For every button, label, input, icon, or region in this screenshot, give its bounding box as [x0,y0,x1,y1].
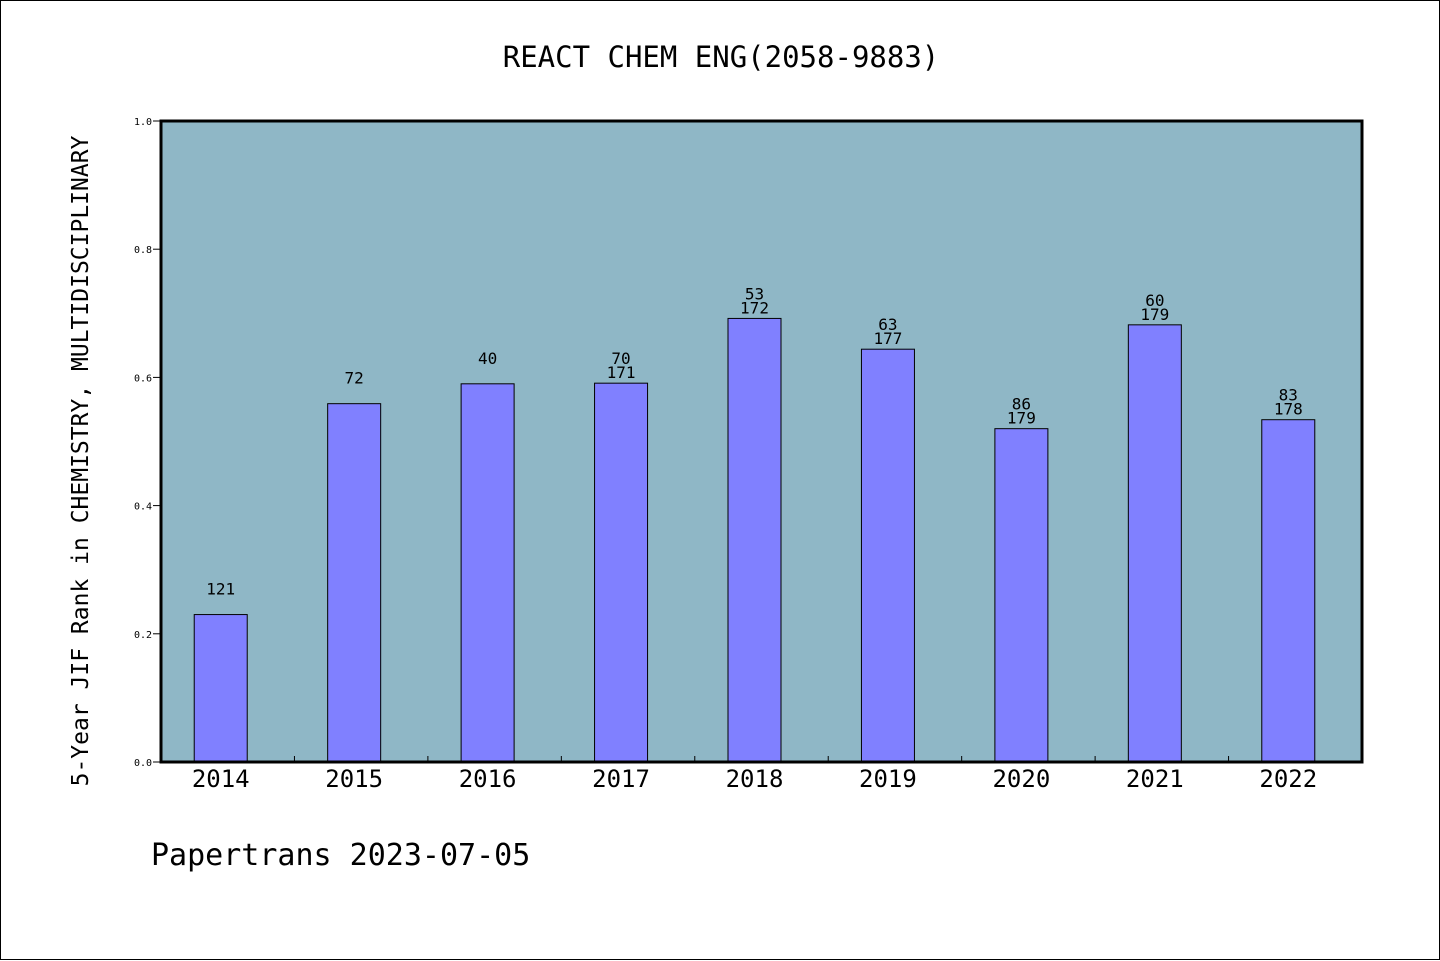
plot-border [159,119,1364,764]
bar-2016 [460,383,515,763]
x-tick-label: 2017 [592,765,650,793]
y-tick-label: 0.8 [134,245,152,256]
bar-2022 [1261,419,1316,763]
data-label-total: 177 [873,329,902,348]
data-label-rank: 40 [478,349,497,368]
y-axis-label: 5-Year JIF Rank in CHEMISTRY, MULTIDISCI… [68,135,94,786]
data-label-rank: 63 [878,315,897,334]
y-tick-label: 0.4 [134,502,152,513]
y-tick-label: 0.2 [134,630,152,641]
ticks-layer: 0.0 0.2 0.4 0.6 0.8 1.0 2014 2015 2016 2017 2018 20… [134,117,1317,793]
data-label-rank: 70 [611,349,630,368]
bar-2017 [594,382,649,763]
bar-2014 [193,614,248,763]
data-label-rank: 121 [206,580,235,599]
x-tick-label: 2014 [192,765,250,793]
x-tick-label: 2020 [992,765,1050,793]
y-tick-label: 0.6 [134,373,152,384]
bar-2021 [1127,324,1182,763]
data-label-rank: 86 [1012,395,1031,414]
data-label-rank: 83 [1279,386,1298,405]
data-label-total: 171 [607,363,636,382]
data-label-total: 179 [1007,409,1036,428]
x-tick-label: 2018 [726,765,784,793]
x-tick-label: 2015 [325,765,383,793]
data-label-rank: 60 [1145,291,1164,310]
data-label-total: 172 [740,298,769,317]
bar-2020 [994,428,1049,763]
x-tick-label: 2016 [459,765,517,793]
bar-2015 [327,403,382,763]
x-tick-label: 2021 [1126,765,1184,793]
data-label-total: 178 [1274,400,1303,419]
y-tick-label: 1.0 [134,117,152,128]
chart-title: REACT CHEM ENG(2058-9883) [503,40,940,74]
data-label-rank: 72 [345,369,364,388]
watermark-text: Papertrans 2023-07-05 [151,838,530,873]
data-label-total: 179 [1140,305,1169,324]
data-label-rank: 53 [745,284,764,303]
x-tick-label: 2022 [1259,765,1317,793]
bar-2019 [860,348,915,763]
bar-2018 [727,317,782,763]
x-tick-label: 2019 [859,765,917,793]
y-tick-label: 0.0 [134,758,152,769]
